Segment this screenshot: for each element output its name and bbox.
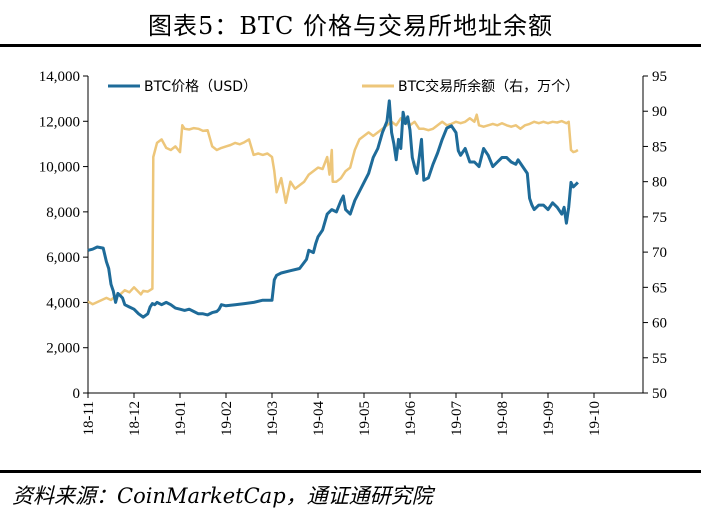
x-tick-label: 19-06 — [403, 401, 419, 436]
legend-label-balance: BTC交易所余额（右，万个） — [398, 78, 579, 95]
btc-price-line — [87, 99, 579, 319]
left-tick-label: 14,000 — [39, 69, 80, 85]
left-tick-label: 10,000 — [39, 160, 80, 176]
right-tick-label: 80 — [652, 175, 667, 191]
left-tick-label: 12,000 — [39, 114, 80, 130]
legend-label-price: BTC价格（USD） — [144, 79, 257, 95]
x-tick-label: 19-07 — [449, 401, 465, 436]
left-tick-label: 0 — [73, 386, 81, 402]
x-tick-label: 19-10 — [587, 401, 603, 436]
right-tick-label: 55 — [652, 351, 667, 367]
right-tick-label: 50 — [652, 386, 667, 402]
left-tick-label: 4,000 — [46, 295, 80, 311]
x-tick-label: 19-08 — [495, 401, 511, 436]
left-tick-label: 2,000 — [46, 341, 80, 357]
right-tick-label: 75 — [652, 210, 667, 226]
x-tick-label: 19-05 — [357, 401, 373, 436]
top-divider — [0, 44, 701, 47]
x-tick-label: 19-09 — [541, 401, 557, 436]
x-tick-label: 19-02 — [219, 401, 235, 436]
source-note: 资料来源：CoinMarketCap，通证通研究院 — [12, 484, 433, 508]
x-tick-label: 19-03 — [265, 401, 281, 436]
right-tick-label: 70 — [652, 245, 667, 261]
bottom-divider — [0, 470, 701, 473]
x-tick-label: 18-11 — [81, 401, 97, 435]
right-tick-label: 95 — [652, 69, 667, 85]
x-tick-label: 19-01 — [173, 401, 189, 436]
x-tick-label: 19-04 — [311, 401, 327, 436]
right-tick-label: 65 — [652, 280, 667, 296]
right-tick-label: 60 — [652, 316, 667, 332]
exchange-balance-line — [87, 113, 579, 306]
left-tick-label: 8,000 — [46, 205, 80, 221]
chart-title: 图表5：BTC 价格与交易所地址余额 — [148, 12, 553, 40]
chart: 0 2,000 4,000 6,000 8,000 10,000 12,000 14,000 5… — [39, 69, 667, 436]
x-tick-label: 18-12 — [127, 401, 143, 436]
left-tick-label: 6,000 — [46, 250, 80, 266]
right-tick-label: 90 — [652, 104, 667, 120]
right-tick-label: 85 — [652, 139, 667, 155]
